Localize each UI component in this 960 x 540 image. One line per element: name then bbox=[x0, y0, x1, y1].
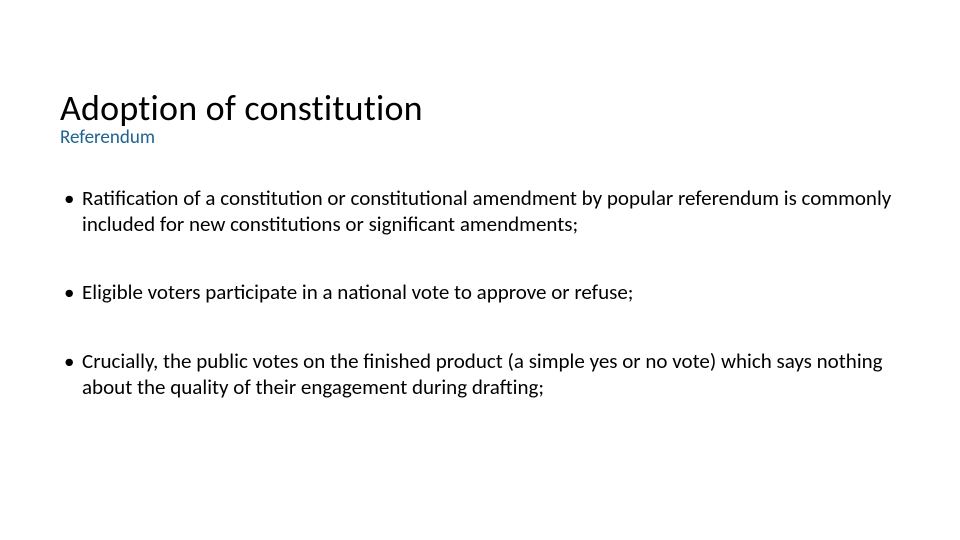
slide-title: Adoption of constitution bbox=[60, 90, 900, 128]
bullet-item: Ratification of a constitution or consti… bbox=[60, 185, 900, 238]
bullet-item: Crucially, the public votes on the finis… bbox=[60, 348, 900, 401]
bullet-list: Ratification of a constitution or consti… bbox=[60, 185, 900, 400]
slide: Adoption of constitution Referendum Rati… bbox=[0, 0, 960, 540]
bullet-item: Eligible voters participate in a nationa… bbox=[60, 279, 900, 305]
